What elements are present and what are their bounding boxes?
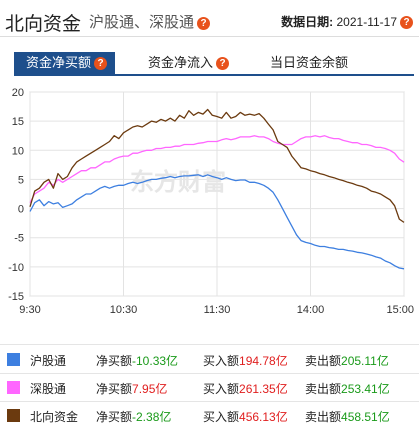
buy-value: 194.78亿 (239, 354, 288, 368)
page-subtitle: 沪股通、深股通? (89, 11, 211, 32)
chart-grid (29, 91, 405, 297)
buy-cell: 买入额456.13亿 (203, 408, 288, 425)
legend-row-north: 北向资金 净买额-2.38亿 买入额456.13亿 卖出额458.51亿 (0, 403, 419, 429)
buy-label: 买入额 (203, 382, 240, 396)
net-label: 净买额 (96, 382, 133, 396)
date-help-icon[interactable]: ? (400, 16, 413, 30)
series-line-2 (29, 108, 405, 223)
buy-cell: 买入额261.35亿 (203, 380, 288, 397)
data-date: 数据日期: 2021-11-17? (281, 13, 413, 30)
net-buy-cell: 净买额-10.33亿 (96, 352, 178, 369)
legend-row-hgt: 沪股通 净买额-10.33亿 买入额194.78亿 卖出额205.11亿 (0, 347, 419, 373)
y-tick-label: -15 (8, 291, 24, 303)
net-label: 净买额 (96, 354, 133, 368)
y-tick-label: 5 (18, 174, 24, 186)
legend-swatch-hgt (7, 353, 20, 366)
sell-label: 卖出额 (305, 382, 342, 396)
tab-daily-balance-label: 当日资金余额 (270, 55, 349, 70)
y-tick-label: 15 (12, 116, 24, 128)
sell-value: 253.41亿 (341, 382, 390, 396)
help-icon[interactable]: ? (197, 16, 211, 30)
sell-label: 卖出额 (305, 354, 342, 368)
x-tick-label: 11:30 (204, 304, 231, 316)
net-value: 7.95亿 (132, 382, 168, 396)
series-line-1 (29, 135, 405, 204)
legend-swatch-sgt (7, 381, 20, 394)
x-axis: 9:30 10:30 11:30 14:00 15:00 (19, 304, 414, 316)
net-buy-cell: 净买额-2.38亿 (96, 408, 171, 425)
tab-underline (14, 74, 414, 76)
legend-name: 深股通 (30, 382, 67, 396)
legend-divider (0, 373, 419, 374)
tab-bar: 资金净买额? 资金净流入? 当日资金余额 (0, 52, 419, 74)
buy-value: 261.35亿 (239, 382, 288, 396)
tab-help-icon[interactable]: ? (94, 57, 108, 71)
buy-value: 456.13亿 (239, 410, 288, 424)
y-tick-label: 10 (12, 145, 24, 157)
series-line-0 (29, 174, 405, 270)
sell-cell: 卖出额458.51亿 (305, 408, 390, 425)
legend-swatch-north (7, 409, 20, 422)
sell-value: 205.11亿 (341, 354, 389, 368)
net-value: -2.38亿 (132, 410, 172, 424)
legend-divider (0, 344, 419, 345)
net-label: 净买额 (96, 410, 133, 424)
x-tick-label: 10:30 (110, 304, 138, 316)
sell-cell: 卖出额253.41亿 (305, 380, 390, 397)
tab-net-inflow[interactable]: 资金净流入? (148, 52, 230, 74)
tab-net-buy-label: 资金净买额 (26, 55, 92, 70)
page-header: 北向资金 沪股通、深股通? 数据日期: 2021-11-17? (0, 0, 419, 40)
legend-name: 北向资金 (30, 410, 79, 424)
watermark: 东方财富 (130, 168, 226, 196)
x-tick-label: 9:30 (19, 304, 40, 316)
net-value: -10.33亿 (132, 354, 179, 368)
sell-label: 卖出额 (305, 410, 342, 424)
y-tick-label: 20 (12, 87, 24, 99)
buy-label: 买入额 (203, 410, 240, 424)
x-tick-label: 15:00 (386, 304, 414, 316)
y-tick-label: 0 (18, 204, 24, 216)
chart-lines (29, 108, 405, 270)
tab-inflow-help-icon[interactable]: ? (216, 57, 230, 71)
legend-name: 沪股通 (30, 354, 67, 368)
net-buy-cell: 净买额7.95亿 (96, 380, 167, 397)
date-value: 2021-11-17 (336, 15, 398, 29)
tab-net-inflow-label: 资金净流入 (148, 55, 214, 70)
header-divider (0, 36, 419, 37)
legend-divider (0, 401, 419, 402)
y-axis: 20 15 10 5 0 -5 -10 -15 (8, 87, 24, 303)
net-buy-chart: 东方财富 20 15 10 5 0 -5 -10 -15 9:30 10:30 11:30 14:0… (8, 87, 414, 316)
subtitle-text: 沪股通、深股通 (89, 14, 195, 31)
sell-value: 458.51亿 (341, 410, 390, 424)
page-title: 北向资金 (5, 14, 82, 35)
y-tick-label: -10 (8, 262, 24, 274)
x-tick-label: 14:00 (297, 304, 325, 316)
y-tick-label: -5 (14, 233, 24, 245)
legend-row-sgt: 深股通 净买额7.95亿 买入额261.35亿 卖出额253.41亿 (0, 375, 419, 401)
sell-cell: 卖出额205.11亿 (305, 352, 389, 369)
buy-cell: 买入额194.78亿 (203, 352, 288, 369)
date-label: 数据日期: (281, 15, 334, 29)
buy-label: 买入额 (203, 354, 240, 368)
tab-daily-balance[interactable]: 当日资金余额 (270, 52, 348, 74)
tab-net-buy[interactable]: 资金净买额? (14, 52, 116, 74)
